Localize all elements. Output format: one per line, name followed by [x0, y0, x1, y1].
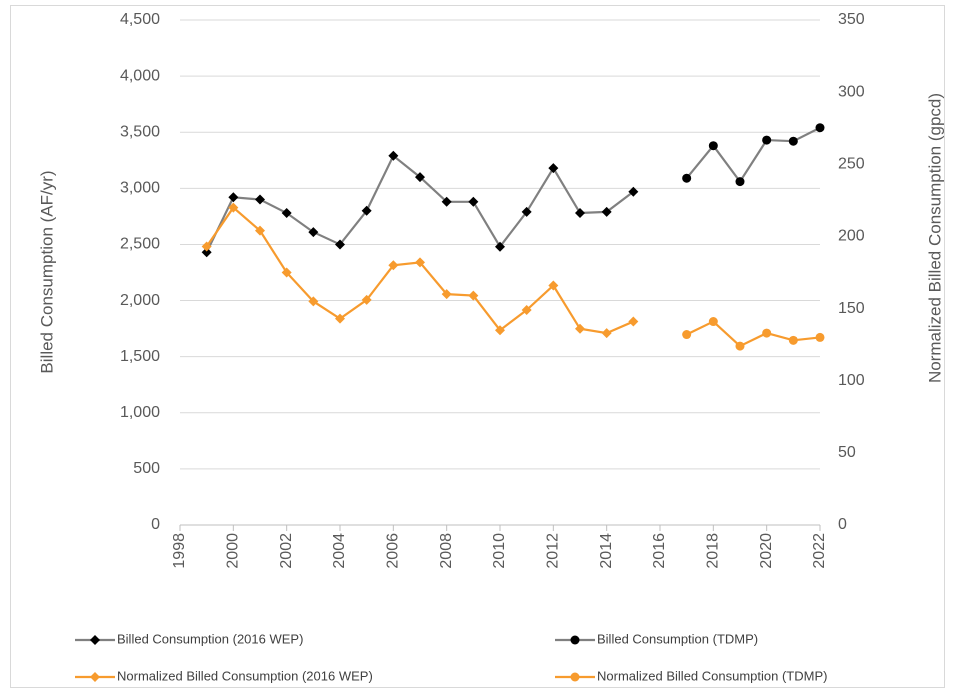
- data-point: [468, 196, 479, 207]
- y-tick-label: 500: [133, 460, 160, 477]
- data-point: [548, 280, 559, 291]
- data-point: [735, 341, 745, 351]
- x-tick-label: 1998: [171, 533, 188, 569]
- data-point: [708, 317, 718, 327]
- data-point: [415, 172, 425, 183]
- data-point: [335, 239, 345, 250]
- x-tick-label: 2006: [385, 533, 402, 569]
- data-point: [255, 194, 265, 205]
- x-tick-label: 2014: [598, 533, 615, 569]
- y2-axis-title: Normalized Billed Consumption (gpcd): [925, 93, 944, 383]
- data-point: [281, 267, 292, 278]
- data-point: [815, 332, 825, 342]
- data-point: [735, 177, 745, 187]
- y2-tick-label: 0: [838, 516, 847, 533]
- data-point: [601, 328, 612, 339]
- y2-tick-label: 350: [838, 11, 865, 28]
- data-point: [575, 323, 585, 334]
- y-tick-label: 1,000: [120, 404, 160, 421]
- y-tick-label: 2,500: [120, 236, 160, 253]
- data-point: [361, 294, 372, 305]
- x-tick-label: 2018: [705, 533, 722, 569]
- x-tick-label: 2012: [545, 533, 562, 569]
- y-tick-label: 3,500: [120, 123, 160, 140]
- y-axis-title: Billed Consumption (AF/yr): [37, 170, 56, 373]
- data-point: [601, 206, 612, 217]
- data-point: [388, 260, 399, 271]
- data-point: [201, 241, 212, 252]
- data-point: [308, 227, 319, 238]
- legend-label: Normalized Billed Consumption (2016 WEP): [117, 668, 373, 683]
- data-point: [228, 192, 239, 203]
- y2-tick-label: 250: [838, 156, 865, 173]
- y2-tick-label: 150: [838, 300, 865, 317]
- legend-marker: [570, 672, 580, 682]
- data-point: [708, 141, 718, 151]
- x-tick-label: 2000: [225, 533, 242, 569]
- data-point: [682, 330, 692, 340]
- data-point: [628, 316, 639, 327]
- data-point: [441, 289, 452, 300]
- y2-tick-label: 200: [838, 228, 865, 245]
- data-point: [361, 205, 372, 216]
- y2-tick-label: 50: [838, 444, 856, 461]
- x-tick-label: 2016: [651, 533, 668, 569]
- legend-marker: [90, 672, 100, 682]
- data-point: [682, 173, 692, 183]
- data-point: [548, 163, 559, 174]
- x-tick-label: 2004: [331, 533, 348, 569]
- data-point: [815, 123, 825, 133]
- legend-label: Normalized Billed Consumption (TDMP): [597, 668, 827, 683]
- chart-frame: [10, 5, 945, 688]
- y-tick-label: 4,500: [120, 11, 160, 28]
- legend-label: Billed Consumption (2016 WEP): [117, 631, 303, 646]
- data-point: [788, 136, 798, 146]
- y-tick-label: 4,000: [120, 67, 160, 84]
- series-line: [685, 126, 821, 184]
- data-point: [228, 202, 239, 213]
- legend-marker: [570, 635, 580, 645]
- y-tick-label: 3,000: [120, 180, 160, 197]
- data-point: [495, 325, 505, 336]
- data-point: [281, 208, 292, 219]
- data-point: [415, 257, 425, 268]
- x-tick-label: 2008: [438, 533, 455, 569]
- data-point: [201, 247, 212, 258]
- y-tick-label: 2,000: [120, 292, 160, 309]
- data-point: [495, 241, 505, 252]
- y-tick-label: 1,500: [120, 348, 160, 365]
- legend-label: Billed Consumption (TDMP): [597, 631, 758, 646]
- data-point: [388, 150, 399, 161]
- data-point: [521, 305, 532, 316]
- data-point: [521, 206, 532, 217]
- data-point: [308, 296, 319, 307]
- data-point: [468, 290, 479, 301]
- data-point: [441, 196, 452, 207]
- data-point: [335, 313, 345, 324]
- x-tick-label: 2002: [278, 533, 295, 569]
- y-tick-label: 0: [151, 516, 160, 533]
- y2-tick-label: 100: [838, 372, 865, 389]
- x-tick-label: 2020: [758, 533, 775, 569]
- legend-marker: [90, 635, 100, 645]
- data-point: [788, 335, 798, 345]
- y2-tick-label: 300: [838, 83, 865, 100]
- data-point: [575, 208, 585, 219]
- data-point: [762, 328, 772, 338]
- x-tick-label: 2022: [811, 533, 828, 569]
- x-tick-label: 2010: [491, 533, 508, 569]
- data-point: [628, 186, 639, 197]
- data-point: [762, 135, 772, 145]
- data-point: [255, 225, 265, 236]
